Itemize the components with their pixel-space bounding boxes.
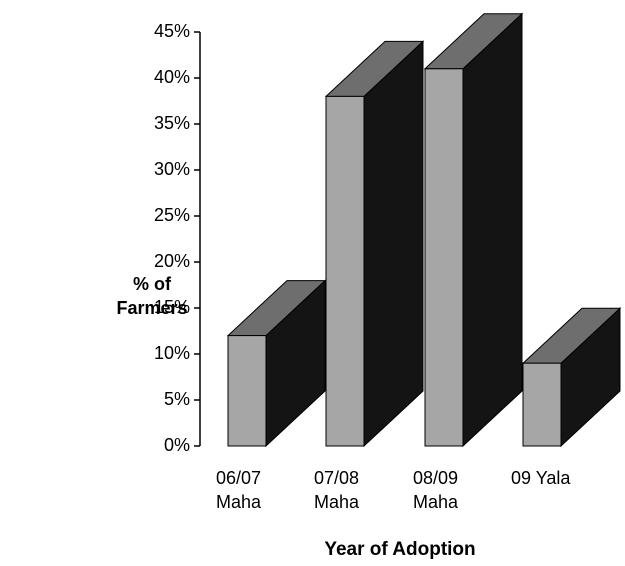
y-tick-label: 5% — [164, 389, 190, 409]
x-axis-label: Year of Adoption — [324, 539, 476, 560]
y-tick-label: 25% — [154, 205, 190, 225]
bar — [522, 362, 562, 447]
x-tick-label: 07/08 Maha — [314, 468, 360, 512]
y-tick-label: 0% — [164, 435, 190, 455]
y-tick-label: 40% — [154, 67, 190, 87]
y-tick-label: 10% — [154, 343, 190, 363]
y-tick-label: 30% — [154, 159, 190, 179]
y-tick-label: 35% — [154, 113, 190, 133]
bar — [325, 95, 365, 447]
y-tick-label: 20% — [154, 251, 190, 271]
bar-side — [462, 12, 523, 448]
x-tick-label: 08/09 Maha — [413, 468, 459, 512]
y-axis-label: % of Farmers — [116, 274, 188, 318]
bar-side — [363, 40, 424, 448]
y-tick-label: 45% — [154, 21, 190, 41]
bar — [227, 335, 267, 447]
y-tick-label: 15% — [154, 297, 190, 317]
bar — [424, 68, 464, 447]
x-tick-label: 06/07 Maha — [216, 468, 262, 512]
x-tick-label: 09 Yala — [511, 468, 571, 488]
